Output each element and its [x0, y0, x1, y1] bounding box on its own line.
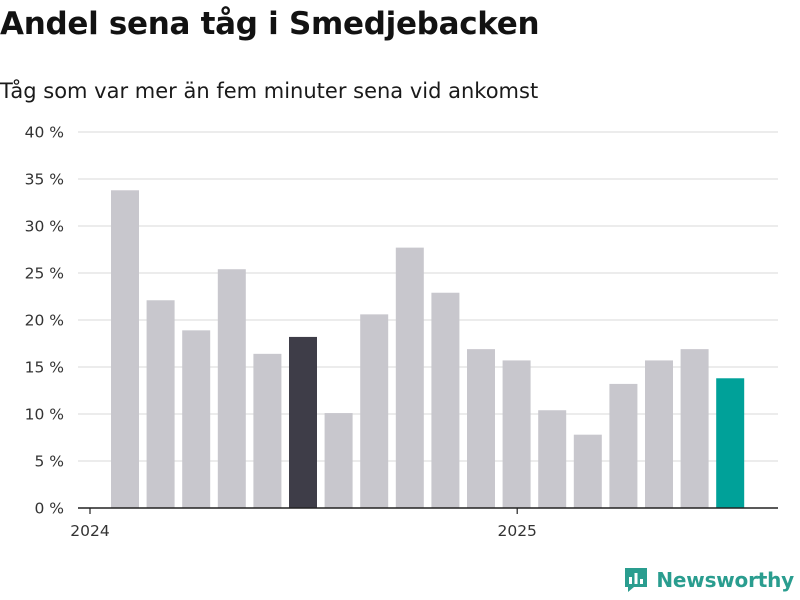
x-axis: 2024 2025 [70, 507, 778, 540]
brand-logo: Newsworthy [623, 566, 794, 594]
brand-name: Newsworthy [656, 568, 794, 592]
y-tick-label: 25 % [25, 265, 64, 283]
bar [431, 292, 460, 508]
y-tick-label: 40 % [25, 124, 64, 142]
y-tick-label: 0 % [34, 500, 64, 518]
grid-lines [78, 131, 778, 462]
bar [609, 383, 638, 508]
y-tick-label: 30 % [25, 218, 64, 236]
bar [467, 349, 495, 508]
bar [573, 434, 602, 508]
y-tick-label: 15 % [25, 359, 64, 377]
bar [395, 247, 424, 508]
bar [111, 190, 139, 508]
bar [182, 330, 211, 508]
bar [253, 353, 282, 508]
bar [716, 378, 745, 508]
bar [502, 360, 531, 508]
y-tick-label: 20 % [25, 312, 64, 330]
bars [111, 190, 745, 508]
bar [289, 336, 317, 508]
bar [217, 269, 246, 508]
chart-subtitle: Tåg som var mer än fem minuter sena vid … [0, 79, 539, 103]
bar [645, 360, 673, 508]
y-tick-label: 5 % [34, 453, 64, 471]
x-tick-label: 2024 [70, 522, 109, 540]
bar [146, 300, 175, 508]
y-axis-tick-labels: 0 % 5 % 10 % 15 % 20 % 25 % 30 % 35 % 40 % [25, 124, 64, 518]
newsworthy-logo-icon [625, 568, 648, 592]
chart-title: Andel sena tåg i Smedjebacken [0, 6, 540, 42]
y-tick-label: 35 % [25, 171, 64, 189]
y-tick-label: 10 % [25, 406, 64, 424]
bar [360, 314, 389, 508]
bar [680, 349, 709, 508]
x-tick-label: 2025 [497, 522, 536, 540]
bar [538, 410, 567, 508]
bar [324, 413, 353, 508]
